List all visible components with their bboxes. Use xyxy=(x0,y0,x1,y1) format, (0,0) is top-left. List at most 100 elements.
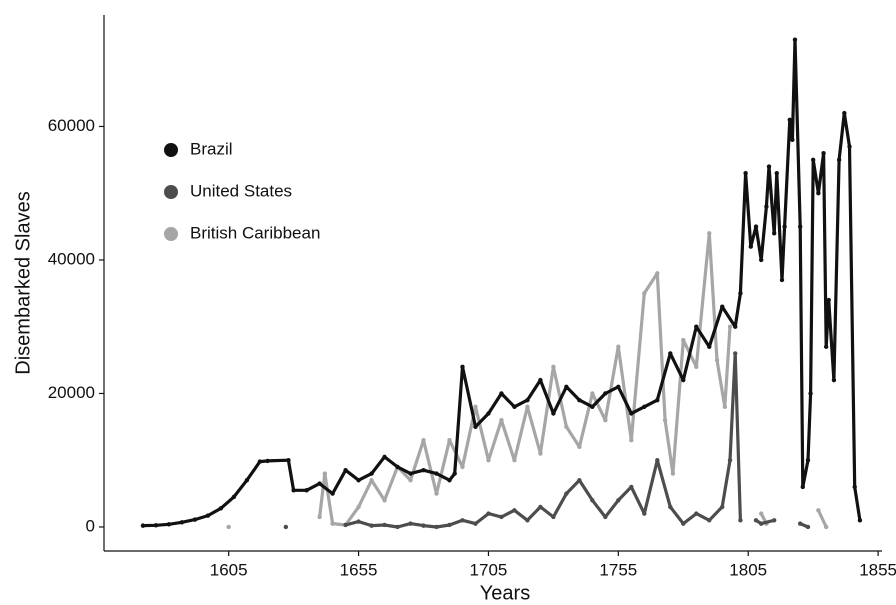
data-point xyxy=(800,484,805,490)
y-tick-label: 40000 xyxy=(48,249,95,268)
data-point xyxy=(408,471,413,476)
data-point xyxy=(330,491,335,496)
data-point xyxy=(551,411,556,416)
data-point xyxy=(166,522,172,527)
data-point xyxy=(460,464,465,470)
data-point xyxy=(774,170,779,176)
data-point xyxy=(707,518,712,523)
data-point xyxy=(486,511,491,516)
data-point xyxy=(356,504,361,510)
data-point xyxy=(283,524,289,530)
data-point xyxy=(681,377,686,383)
data-point xyxy=(205,513,211,518)
data-point xyxy=(473,404,478,410)
x-tick-label: 1655 xyxy=(340,560,378,579)
data-point xyxy=(356,519,361,524)
data-point xyxy=(369,471,374,476)
data-point xyxy=(797,224,803,229)
data-point xyxy=(286,458,291,463)
x-tick-label: 1805 xyxy=(729,560,767,579)
data-point xyxy=(577,397,582,403)
data-point xyxy=(668,504,673,510)
x-tick-label: 1855 xyxy=(859,560,896,579)
data-point xyxy=(823,524,829,530)
x-axis-label: Years xyxy=(480,582,530,604)
data-point xyxy=(733,324,738,329)
data-point xyxy=(808,391,813,396)
data-point xyxy=(512,508,517,513)
data-point xyxy=(564,491,569,496)
data-point xyxy=(538,504,543,510)
data-point xyxy=(317,514,322,520)
data-point xyxy=(629,437,634,443)
data-point xyxy=(753,518,759,523)
y-axis-label: Disembarked Slaves xyxy=(12,191,34,374)
data-point xyxy=(447,478,452,483)
data-point xyxy=(852,484,857,490)
data-point xyxy=(782,224,787,229)
data-point xyxy=(681,337,686,343)
x-tick-label: 1755 xyxy=(599,560,637,579)
data-point xyxy=(421,523,426,528)
data-point xyxy=(616,384,621,389)
data-point xyxy=(655,458,660,463)
data-point xyxy=(792,37,798,42)
data-point xyxy=(525,397,530,403)
data-point xyxy=(356,478,361,483)
data-point xyxy=(382,522,387,528)
data-point xyxy=(720,504,725,510)
data-point xyxy=(707,344,712,349)
series-line xyxy=(142,38,862,528)
data-point xyxy=(551,514,556,520)
data-point xyxy=(486,458,491,463)
data-point xyxy=(265,458,270,464)
data-point xyxy=(317,481,322,486)
data-point xyxy=(512,404,517,410)
data-point xyxy=(486,411,491,416)
data-point xyxy=(192,517,198,522)
data-point xyxy=(766,164,772,169)
data-point xyxy=(670,471,676,476)
data-point xyxy=(826,297,831,303)
data-point xyxy=(787,117,792,122)
data-point xyxy=(590,391,595,396)
data-point xyxy=(140,523,146,528)
data-point xyxy=(603,417,608,423)
data-point xyxy=(434,524,439,530)
data-point xyxy=(218,506,224,511)
data-point xyxy=(771,518,777,523)
data-point xyxy=(733,351,738,356)
data-point xyxy=(738,291,743,296)
data-point xyxy=(655,271,660,276)
legend-marker xyxy=(164,143,178,157)
data-point xyxy=(447,437,452,443)
data-point xyxy=(434,491,439,496)
x-tick-label: 1705 xyxy=(470,560,508,579)
data-point xyxy=(743,170,748,176)
data-point xyxy=(322,471,328,476)
data-point xyxy=(577,444,582,450)
data-point xyxy=(291,488,296,493)
data-point xyxy=(857,518,863,523)
data-point xyxy=(805,458,811,463)
data-point xyxy=(722,404,728,410)
data-point xyxy=(369,478,374,483)
data-point xyxy=(564,424,569,430)
data-point xyxy=(257,459,263,464)
data-point xyxy=(727,458,733,463)
data-point xyxy=(512,458,517,463)
data-point xyxy=(694,364,699,369)
data-point xyxy=(499,391,504,396)
data-point xyxy=(551,364,556,369)
data-point xyxy=(694,324,699,329)
data-point xyxy=(179,520,185,525)
data-point xyxy=(738,518,743,523)
data-point xyxy=(590,498,595,503)
data-point xyxy=(590,404,595,410)
data-point xyxy=(629,411,634,416)
data-point xyxy=(753,224,759,229)
x-tick-label: 1605 xyxy=(210,560,248,579)
data-point xyxy=(343,522,348,528)
data-point xyxy=(797,521,803,526)
data-point xyxy=(616,498,621,503)
